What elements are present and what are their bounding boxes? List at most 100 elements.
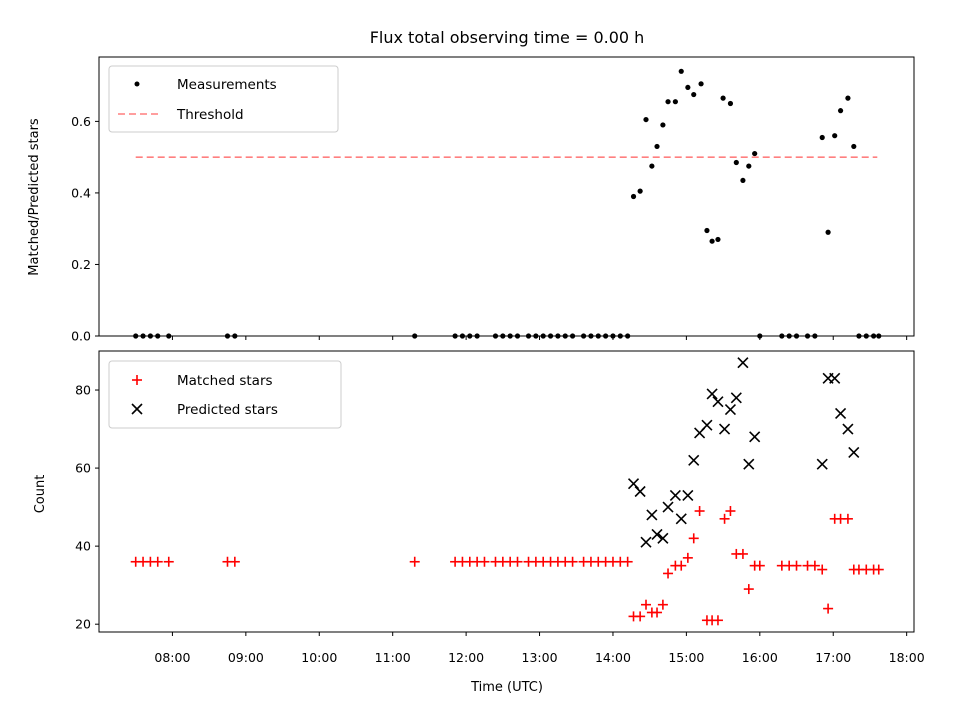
matched-star-point xyxy=(817,564,828,575)
x-tick-label: 17:00 xyxy=(815,650,851,665)
matched-star-point xyxy=(229,556,240,567)
measurement-point xyxy=(698,81,704,87)
predicted-star-point xyxy=(706,388,718,400)
x-axis-label: Time (UTC) xyxy=(470,680,543,695)
measurement-point xyxy=(825,229,831,235)
measurement-point xyxy=(660,122,666,128)
predicted-star-point xyxy=(737,357,749,369)
measurement-point xyxy=(715,236,721,243)
matched-star-point xyxy=(657,599,668,610)
measurement-point xyxy=(752,150,758,157)
x-tick-label: 18:00 xyxy=(889,650,925,665)
matched-star-point xyxy=(725,506,736,517)
x-tick-label: 16:00 xyxy=(742,650,778,665)
matched-star-point xyxy=(743,584,754,595)
measurement-point xyxy=(733,159,739,166)
predicted-star-point xyxy=(730,392,742,404)
top-y-axis-label: Matched/Predicted stars xyxy=(27,118,42,276)
measurement-point xyxy=(685,84,691,91)
matched-star-point xyxy=(809,560,820,571)
predicted-star-point xyxy=(646,509,658,521)
measurement-point xyxy=(678,68,684,74)
x-tick-label: 08:00 xyxy=(154,650,190,665)
top-y-tick-label: 0.2 xyxy=(71,257,91,272)
matched-star-point xyxy=(676,560,687,571)
predicted-star-point xyxy=(842,423,854,435)
predicted-star-point xyxy=(682,489,694,501)
measurement-point xyxy=(630,193,637,200)
matched-star-point xyxy=(712,615,723,626)
predicted-star-point xyxy=(719,423,731,435)
measurement-point xyxy=(740,177,746,184)
legend-matched-label: Matched stars xyxy=(177,373,273,389)
bottom-plot-frame xyxy=(98,350,915,633)
measurement-point xyxy=(654,143,660,150)
measurement-point xyxy=(851,143,857,150)
matched-star-point xyxy=(737,548,748,559)
predicted-star-point xyxy=(829,372,841,384)
x-tick-label: 11:00 xyxy=(375,650,411,665)
measurement-point xyxy=(704,227,710,234)
predicted-star-point xyxy=(634,485,646,498)
measurement-point xyxy=(691,91,697,98)
x-tick-label: 13:00 xyxy=(522,650,558,665)
measurement-point xyxy=(709,238,715,244)
legend-plus-marker-icon xyxy=(132,375,142,385)
measurement-point xyxy=(746,163,752,169)
measurement-point xyxy=(672,99,678,105)
predicted-star-point xyxy=(749,431,761,443)
x-tick-label: 09:00 xyxy=(228,650,264,665)
predicted-star-point xyxy=(743,458,755,470)
matched-star-point xyxy=(409,556,420,567)
measurement-point xyxy=(845,95,851,101)
matched-star-point xyxy=(635,611,646,622)
top-y-tick-label: 0.0 xyxy=(71,329,91,344)
matched-star-point xyxy=(719,513,730,524)
x-tick-label: 12:00 xyxy=(448,650,484,665)
top-y-tick-label: 0.4 xyxy=(71,185,91,200)
predicted-star-point xyxy=(835,407,847,420)
measurement-point xyxy=(649,163,655,169)
matched-star-point xyxy=(823,603,834,614)
matched-star-point xyxy=(652,607,663,618)
matched-star-point xyxy=(873,564,884,575)
chart-title: Flux total observing time = 0.00 h xyxy=(370,28,645,47)
predicted-star-point xyxy=(657,532,669,544)
legend-predicted-label: Predicted stars xyxy=(177,402,278,418)
predicted-star-point xyxy=(627,478,640,490)
matched-star-point xyxy=(694,506,705,517)
measurement-point xyxy=(643,116,649,123)
matched-star-point xyxy=(682,552,693,563)
measurement-point xyxy=(837,108,844,114)
matched-star-point xyxy=(163,556,174,567)
matched-star-point xyxy=(663,568,674,579)
measurement-point xyxy=(819,134,825,141)
matched-star-point xyxy=(641,599,652,610)
bottom-y-tick-label: 40 xyxy=(75,539,91,554)
legend-dot-marker-icon xyxy=(134,81,140,87)
top-panel: 0.0 0.2 0.4 0.6 Matched/Predicted stars Mea… xyxy=(27,56,915,344)
matched-star-point xyxy=(512,556,523,567)
measurement-point xyxy=(637,188,643,194)
predicted-star-point xyxy=(688,454,700,466)
legend-measurements-label: Measurements xyxy=(177,77,277,93)
bottom-y-tick-label: 80 xyxy=(75,383,91,398)
measurement-point xyxy=(720,95,726,101)
predicted-star-point xyxy=(675,513,687,525)
predicted-star-point xyxy=(662,501,674,513)
matched-star-point xyxy=(567,556,578,567)
measurement-point xyxy=(727,100,734,107)
predicted-star-point xyxy=(651,528,663,540)
predicted-star-point xyxy=(712,396,724,408)
bottom-panel: 08:00 09:00 10:00 11:00 12:00 13:00 14:00 15:00… xyxy=(33,350,925,695)
predicted-star-point xyxy=(848,446,860,459)
matched-star-point xyxy=(622,556,633,567)
matched-star-point xyxy=(754,560,765,571)
top-legend: Measurements Threshold xyxy=(108,65,339,133)
predicted-star-point xyxy=(816,458,828,470)
predicted-star-point xyxy=(669,489,681,501)
bottom-y-axis-label: Count xyxy=(33,475,48,514)
top-plot-frame xyxy=(98,56,915,337)
x-tick-label: 15:00 xyxy=(668,650,704,665)
